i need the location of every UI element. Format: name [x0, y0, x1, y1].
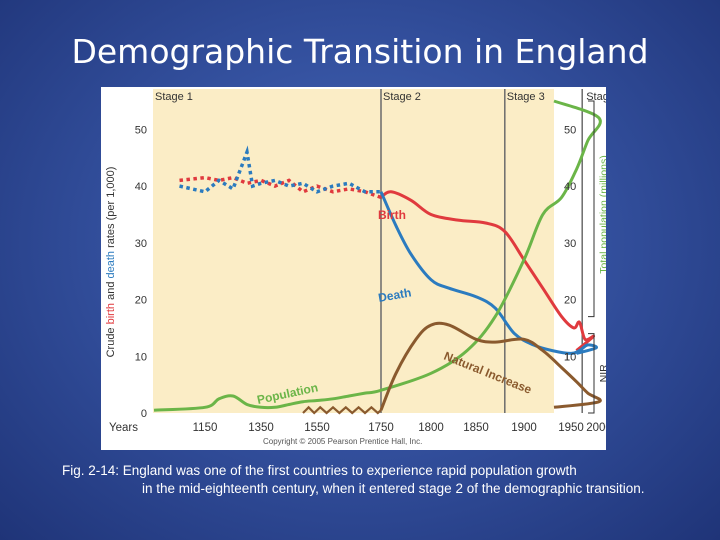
stage-label-2: Stage 2	[383, 91, 421, 103]
y-left-axis-title-part: death	[105, 251, 117, 279]
y-left-tick-label: 30	[135, 238, 147, 250]
x-tick-label: 1800	[418, 422, 444, 434]
copyright-text: Copyright © 2005 Pearson Prentice Hall, …	[263, 437, 422, 446]
y-left-axis-title: Crude birth and death rates (per 1,000)	[105, 167, 117, 358]
slide-title: Demographic Transition in England	[71, 32, 649, 71]
y-left-axis-title-part: birth	[105, 303, 117, 324]
stage-label-4: Stage 4	[586, 91, 606, 103]
demographic-transition-chart: 0 10 20 30 40 50 10 20 30 40 50 1 Total population (…	[105, 89, 606, 446]
x-tick-label: 1950	[558, 422, 584, 434]
y-left-axis-title-part: Crude	[105, 324, 117, 357]
y-right-tick-label: 10	[564, 351, 576, 363]
y-right-nir-tick-label: 1	[564, 351, 570, 363]
y-right-tick-label: 40	[564, 181, 576, 193]
chart-figure: 0 10 20 30 40 50 10 20 30 40 50 1 Total population (…	[101, 87, 606, 450]
birth-line-dotted	[179, 175, 382, 200]
y-left-tick-label: 0	[141, 408, 147, 420]
y-left-tick-label: 20	[135, 295, 147, 307]
x-tick-label: 1850	[463, 422, 489, 434]
x-tick-label: 1900	[511, 422, 537, 434]
stage-label-1: Stage 1	[155, 91, 193, 103]
x-tick-label: 1150	[193, 422, 218, 434]
death-line-dotted	[179, 145, 381, 194]
x-tick-label: 1750	[368, 422, 394, 434]
caption-line-1: Fig. 2-14: England was one of the first …	[62, 463, 577, 478]
plot-background	[153, 89, 554, 413]
y-right-axis-title: Total population (millions)	[598, 155, 606, 273]
birth-label: Birth	[378, 208, 406, 222]
x-tick-label: 2000	[586, 422, 606, 434]
y-left-axis-title-part: rates (per 1,000)	[105, 167, 117, 251]
y-right-tick-label: 30	[564, 238, 576, 250]
population-line	[153, 99, 602, 412]
death-line	[379, 191, 598, 355]
natural-increase-line-zigzag	[302, 405, 382, 415]
y-right-tick-label: 20	[564, 295, 576, 307]
x-tick-label: 1350	[248, 422, 274, 434]
nir-bracket	[588, 333, 595, 414]
y-left-axis-title-part: and	[105, 279, 117, 303]
x-tick-label: 1550	[304, 422, 330, 434]
death-label: Death	[377, 285, 412, 305]
y-right-tick-label: 50	[564, 124, 576, 136]
stage-label-3: Stage 3	[507, 91, 545, 103]
y-left-tick-label: 10	[135, 351, 147, 363]
y-left-tick-label: 40	[135, 181, 147, 193]
nir-axis-title: NIR	[598, 364, 606, 383]
caption-line-2: in the mid-eighteenth century, when it e…	[142, 481, 645, 496]
x-axis-title: Years	[109, 422, 138, 434]
y-left-tick-label: 50	[135, 124, 147, 136]
natural-increase-line	[379, 321, 602, 411]
population-bracket	[588, 100, 595, 318]
figure-caption: Fig. 2-14: England was one of the first …	[62, 462, 662, 498]
